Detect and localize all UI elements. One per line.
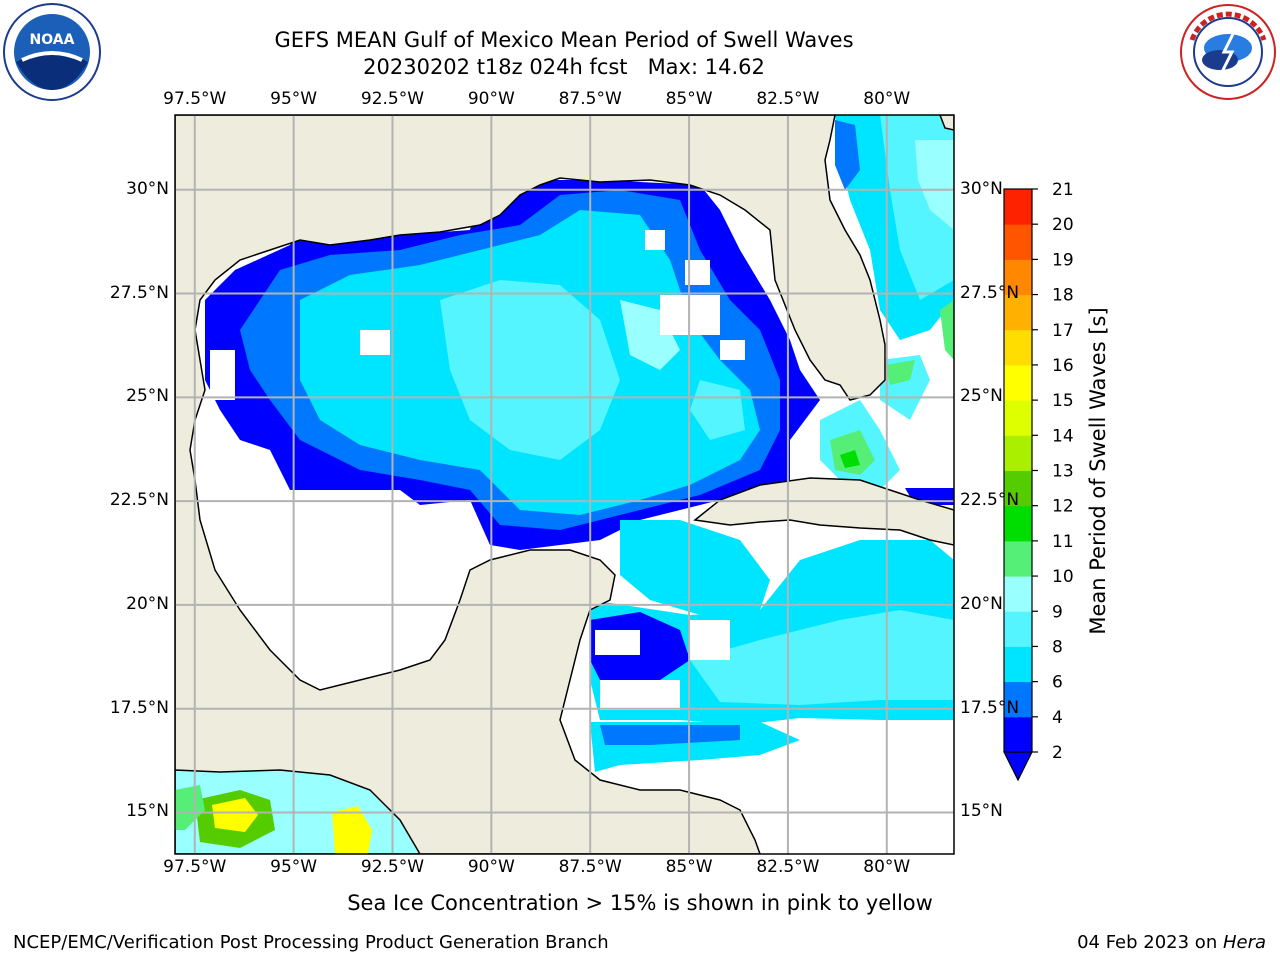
colorbar-tick-label: 15 (1052, 391, 1074, 411)
colorbar-segment (1004, 576, 1032, 612)
lat-tick-left: 25°N (126, 386, 169, 407)
colorbar-segment (1004, 224, 1032, 260)
nws-logo (1178, 2, 1278, 102)
footer-credit: NCEP/EMC/Verification Post Processing Pr… (13, 932, 609, 953)
colorbar-tick-label: 6 (1052, 673, 1063, 693)
lat-tick-left: 22.5°N (109, 490, 169, 511)
colorbar-segment (1004, 540, 1032, 577)
noaa-logo-text: NOAA (30, 32, 75, 48)
colorbar-tick-label: 14 (1052, 426, 1074, 446)
colorbar-segment (1004, 681, 1032, 718)
colorbar-tick-label: 4 (1052, 708, 1063, 728)
lat-tick-right: 25°N (960, 386, 1003, 407)
lat-tick-left: 20°N (126, 593, 169, 614)
colorbar-segment (1004, 329, 1032, 366)
lat-tick-left: 27.5°N (109, 282, 169, 303)
lon-tick-bottom: 92.5°W (360, 857, 425, 877)
colorbar-tick-label: 19 (1052, 250, 1074, 270)
lon-tick-top: 95°W (270, 89, 318, 109)
lat-tick-right: 30°N (960, 178, 1003, 199)
lon-tick-bottom: 97.5°W (163, 857, 227, 877)
colorbar-segment (1004, 716, 1032, 753)
chart-subtitle: 20230202 t18z 024h fcst Max: 14.62 (363, 55, 765, 79)
colorbar-tick-label: 2 (1052, 743, 1063, 763)
colorbar-tick-label: 11 (1052, 532, 1074, 552)
colorbar-tick-label: 21 (1052, 180, 1074, 200)
lat-tick-right: 22.5°N (960, 490, 1020, 511)
lon-tick-top: 80°W (863, 89, 911, 109)
lon-tick-top: 87.5°W (558, 89, 622, 109)
colorbar-segment (1004, 364, 1032, 401)
colorbar: 2 4 6 8 9 10 11 12 13 14 15 16 17 18 19 20 21 (1003, 180, 1074, 782)
lon-tick-bottom: 87.5°W (558, 857, 622, 877)
colorbar-segment (1004, 189, 1032, 225)
map-frame (174, 114, 955, 855)
colorbar-segment (1004, 259, 1032, 296)
gridlines (175, 115, 954, 854)
lon-tick-bottom: 90°W (467, 857, 515, 877)
noaa-logo: NOAA (2, 2, 102, 102)
colorbar-segment (1004, 294, 1032, 331)
lon-tick-top: 92.5°W (360, 89, 425, 109)
colorbar-segment (1004, 400, 1032, 436)
footer-date: 04 Feb 2023 on Hera (1077, 932, 1266, 953)
colorbar-label: Mean Period of Swell Waves [s] (1086, 307, 1110, 635)
masked-areas (175, 230, 954, 854)
sea-ice-note: Sea Ice Concentration > 15% is shown in … (347, 891, 933, 915)
lon-tick-bottom: 82.5°W (756, 857, 820, 877)
footer-host: Hera (1222, 932, 1266, 953)
colorbar-tick-label: 9 (1052, 602, 1063, 622)
lon-tick-bottom: 95°W (270, 857, 318, 877)
colorbar-segment (1004, 435, 1032, 471)
lon-tick-bottom: 80°W (863, 857, 911, 877)
lat-tick-right: 15°N (960, 801, 1003, 822)
lat-tick-left: 17.5°N (109, 697, 169, 718)
colorbar-tick-label: 18 (1052, 286, 1074, 306)
colorbar-tick-label: 17 (1052, 321, 1074, 341)
colorbar-extend-min (1003, 751, 1033, 782)
colorbar-tick-label: 8 (1052, 637, 1063, 657)
lon-tick-top: 85°W (665, 89, 713, 109)
lon-tick-bottom: 85°W (665, 857, 713, 877)
lon-tick-top: 90°W (467, 89, 515, 109)
colorbar-tick-label: 10 (1052, 567, 1074, 587)
lat-tick-left: 15°N (126, 801, 169, 822)
colorbar-segment (1004, 611, 1032, 647)
lat-tick-right: 27.5°N (960, 282, 1020, 303)
footer-date-text: 04 Feb 2023 on (1077, 932, 1223, 953)
chart-title: GEFS MEAN Gulf of Mexico Mean Period of … (274, 28, 854, 52)
colorbar-segment (1004, 505, 1032, 542)
colorbar-tick-label: 16 (1052, 356, 1074, 376)
colorbar-tick-label: 13 (1052, 462, 1074, 482)
colorbar-tick-label: 12 (1052, 497, 1074, 517)
lat-tick-right: 20°N (960, 593, 1003, 614)
colorbar-segment (1004, 646, 1032, 683)
swell-field (175, 115, 954, 854)
lat-tick-left: 30°N (126, 178, 169, 199)
lat-tick-right: 17.5°N (960, 697, 1020, 718)
colorbar-tick-label: 20 (1052, 215, 1074, 235)
colorbar-segment (1004, 470, 1032, 507)
lon-tick-top: 97.5°W (163, 89, 227, 109)
lon-tick-top: 82.5°W (756, 89, 820, 109)
